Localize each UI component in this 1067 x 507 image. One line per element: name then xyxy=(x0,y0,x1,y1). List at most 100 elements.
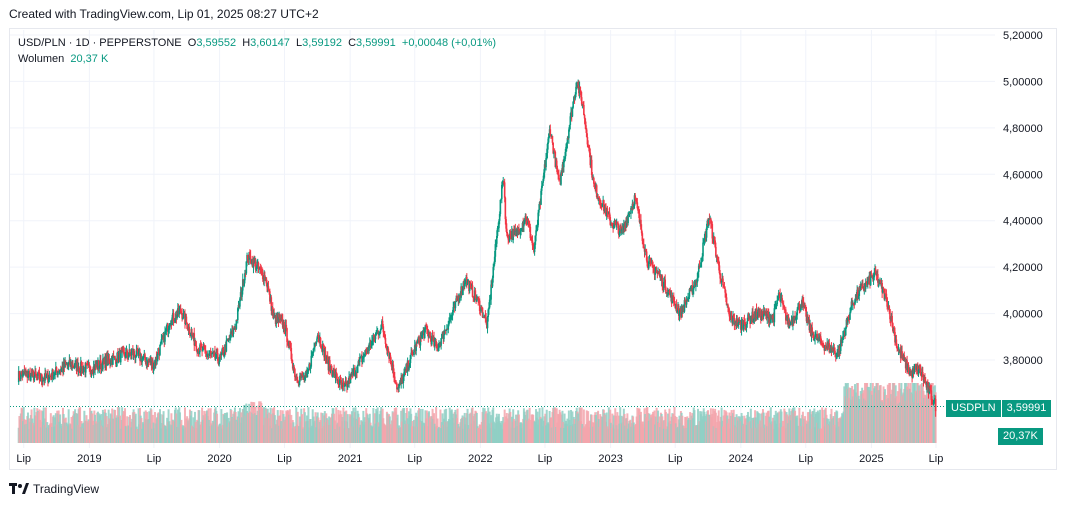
candle-body xyxy=(235,320,238,329)
candle-body xyxy=(549,129,552,136)
volume-bar xyxy=(26,412,29,443)
candle-body xyxy=(322,343,325,346)
candle-body xyxy=(603,200,605,212)
candle-body xyxy=(185,316,188,324)
candle-body xyxy=(244,273,247,275)
candle-body xyxy=(167,323,169,332)
candle-body xyxy=(934,399,937,412)
candle-body xyxy=(924,380,927,383)
candle-body xyxy=(672,295,674,297)
candle-body xyxy=(246,255,249,260)
candle-body xyxy=(84,363,87,373)
candle-body xyxy=(568,125,571,130)
candle-body xyxy=(268,289,270,292)
candle-body xyxy=(366,351,368,353)
candle-body xyxy=(225,340,228,352)
candle-body xyxy=(637,208,639,211)
volume-bar xyxy=(784,411,787,443)
candle-body xyxy=(703,238,706,242)
candle-body xyxy=(543,172,545,180)
candle-body xyxy=(606,208,609,213)
volume-label[interactable]: Wolumen xyxy=(18,53,65,65)
candle-body xyxy=(466,277,468,284)
candle-body xyxy=(805,311,808,322)
candle-body xyxy=(517,228,520,235)
candle-body xyxy=(893,329,896,332)
candle-body xyxy=(423,329,426,339)
candle-body xyxy=(508,234,511,241)
candle-body xyxy=(683,300,686,312)
candle-body xyxy=(344,381,347,386)
candle-body xyxy=(107,355,109,361)
candle-body xyxy=(424,324,427,330)
candle-body xyxy=(26,370,29,378)
candle-body xyxy=(124,352,127,359)
candle-body xyxy=(496,236,498,244)
candle-body xyxy=(331,375,334,377)
candle-body xyxy=(926,382,929,384)
symbol-tag: USDPLN xyxy=(946,400,1001,417)
candle-body xyxy=(194,343,197,346)
volume-bar xyxy=(342,407,345,443)
volume-bar xyxy=(582,409,585,443)
candle-body xyxy=(254,261,257,270)
open-label: O xyxy=(187,37,197,49)
high-label: H xyxy=(242,37,251,49)
candle-body xyxy=(20,372,23,375)
candle-body xyxy=(221,349,223,354)
candle-body xyxy=(496,228,499,237)
candle-body xyxy=(576,86,579,88)
y-tick-label: 5,20000 xyxy=(1003,30,1043,42)
candle-body xyxy=(500,184,503,200)
candle-body xyxy=(127,355,130,358)
candle-body xyxy=(692,285,695,290)
candle-body xyxy=(97,361,100,369)
candle-body xyxy=(585,125,587,130)
candle-body xyxy=(745,324,748,328)
candle-body xyxy=(359,356,362,359)
footer-brand[interactable]: TradingView xyxy=(9,482,99,496)
candle-body xyxy=(532,245,534,247)
candle-body xyxy=(119,352,122,363)
candle-body xyxy=(672,296,675,303)
candle-body xyxy=(266,283,268,288)
candle-body xyxy=(300,373,303,378)
candle-body xyxy=(583,104,585,116)
candle-body xyxy=(834,350,836,354)
candle-body xyxy=(700,257,703,263)
candle-body xyxy=(159,342,162,345)
candle-body xyxy=(147,359,150,362)
candle-body xyxy=(917,369,920,375)
candle-body xyxy=(440,338,442,346)
candle-body xyxy=(633,195,636,206)
candle-body xyxy=(429,335,432,339)
candle-body xyxy=(265,277,268,284)
candle-body xyxy=(208,353,211,355)
symbol-label[interactable]: USD/PLN · 1D · PEPPERSTONE xyxy=(18,37,182,49)
candle-body xyxy=(134,355,136,359)
candle-body xyxy=(339,378,341,385)
candle-body xyxy=(257,262,260,269)
volume-bar xyxy=(79,407,82,443)
candle-body xyxy=(886,297,888,307)
candle-body xyxy=(109,363,112,365)
candle-body xyxy=(618,228,620,236)
volume-bar xyxy=(817,412,820,443)
candle-body xyxy=(306,371,309,373)
candle-body xyxy=(634,195,637,199)
candle-body xyxy=(529,226,532,239)
candle-body xyxy=(770,317,772,323)
price-tag: 3,59991 xyxy=(1001,400,1052,417)
candle-body xyxy=(141,358,143,363)
candle-body xyxy=(38,372,41,379)
candle-body xyxy=(752,311,754,322)
candle-body xyxy=(697,271,699,279)
candle-body xyxy=(374,334,377,340)
candle-body xyxy=(595,185,598,198)
candle-body xyxy=(609,216,612,225)
candle-body xyxy=(857,295,860,298)
candle-body xyxy=(476,299,478,302)
grid-lines xyxy=(10,30,995,448)
candle-body xyxy=(197,349,200,354)
